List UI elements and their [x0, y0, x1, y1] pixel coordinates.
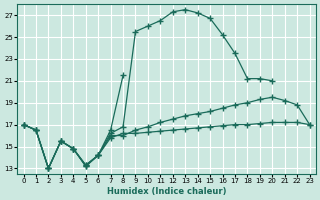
- X-axis label: Humidex (Indice chaleur): Humidex (Indice chaleur): [107, 187, 226, 196]
